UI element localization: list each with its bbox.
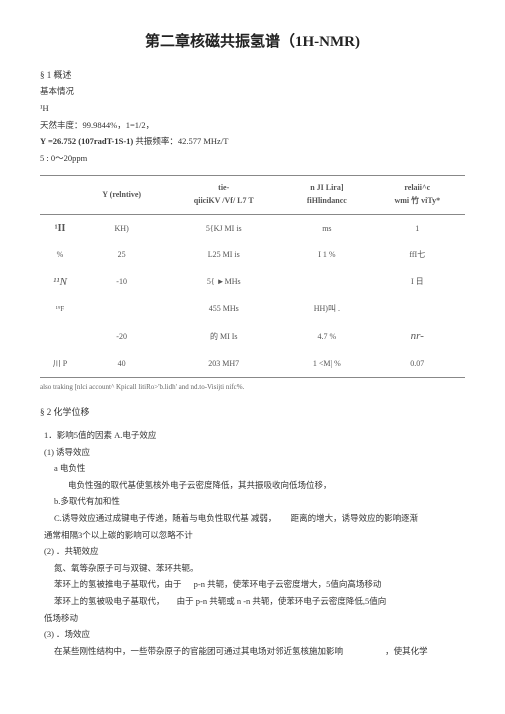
- item-k2: 在某些刚性结构中，一些带杂原子的官能团可通过其电场对邻近氢核施加影响 ，使其化学: [40, 645, 465, 659]
- cell: 4.7 %: [284, 322, 369, 352]
- item-j4b: 由于 p-n 共轭或 n -n 共轭，使苯环电子云密度降低,5值向: [177, 596, 387, 606]
- sec2-head: § 2 化学位移: [40, 405, 465, 419]
- item-j2: 氮、氧等杂原子可与双键、苯环共轭。: [40, 562, 465, 576]
- th3: n JI Lira] fiHlindancc: [284, 176, 369, 215]
- cell: L25 MI is: [163, 243, 284, 268]
- item-2: (1) 诱导效应: [40, 446, 465, 460]
- cell: [284, 268, 369, 298]
- page-title: 第二章核磁共振氢谱（1H-NMR): [40, 30, 465, 54]
- cell: [80, 297, 163, 322]
- item-5: b.多取代有加和性: [40, 495, 465, 509]
- isotope-table: Y (relntive) tie- qiiciKV /Vf/ L7 T n JI…: [40, 175, 465, 377]
- cell: nr-: [411, 330, 424, 342]
- th-blank: [40, 176, 80, 215]
- item-6a: C.诱导效应通过成键电子传递，随着与电负性取代基 减弱，: [54, 513, 276, 523]
- item-k1: (3) ．场效应: [40, 628, 465, 642]
- cell: 455 MHs: [163, 297, 284, 322]
- th2a: tie-: [167, 182, 280, 195]
- cell: ¹⁹F: [40, 297, 80, 322]
- cell: 25: [80, 243, 163, 268]
- item-k2b: ，使其化学: [385, 646, 428, 656]
- cell: HH)叫 .: [284, 297, 369, 322]
- item-j1: (2) ．共轭效应: [40, 545, 465, 559]
- th4a: relaii^c: [374, 182, 461, 195]
- cell: 5{ ►MHs: [163, 268, 284, 298]
- table-row: ¹II KH) 5{KJ MI is ms 1: [40, 214, 465, 243]
- sec1-line1: 天然丰度：99.9844%，1=1/2，: [40, 119, 465, 133]
- sec1-head: § 1 概述: [40, 68, 465, 82]
- item-7: 通常相隔3个以上碳的影响可以忽略不计: [40, 529, 465, 543]
- cell: ms: [284, 214, 369, 243]
- cell: ¹II: [55, 223, 66, 234]
- item-6: C.诱导效应通过成键电子传递，随着与电负性取代基 减弱， 距离的增大，诱导效应的…: [40, 512, 465, 526]
- sec1-sub1: 基本情况: [40, 85, 465, 99]
- item-j3a: 苯环上的氢被推电子基取代，由于: [54, 579, 182, 589]
- cell: 203 MH7: [163, 352, 284, 377]
- table-row: ¹⁹F 455 MHs HH)叫 .: [40, 297, 465, 322]
- table-row: % 25 L25 MI is I 1 % ffI七: [40, 243, 465, 268]
- th1: Y (relntive): [80, 176, 163, 215]
- cell: 川 P: [40, 352, 80, 377]
- item-j4a: 苯环上的氢被吸电子基取代，: [54, 596, 165, 606]
- cell: I 1 %: [284, 243, 369, 268]
- cell: I 日: [370, 268, 465, 298]
- cell: ¹¹N: [53, 276, 67, 288]
- cell: 0.07: [370, 352, 465, 377]
- cell: -20: [80, 322, 163, 352]
- cell: 1: [370, 214, 465, 243]
- item-3: a 电负性: [40, 462, 465, 476]
- item-j3b: p-n 共轭，使苯环电子云密度增大，5值向高场移动: [194, 579, 382, 589]
- table-row: ¹¹N -10 5{ ►MHs I 日: [40, 268, 465, 298]
- table-row: -20 的 MI Is 4.7 % nr-: [40, 322, 465, 352]
- cell: KH): [80, 214, 163, 243]
- cell: [40, 322, 80, 352]
- item-1: 1．影响5值的因素 A.电子效应: [40, 429, 465, 443]
- cell: %: [40, 243, 80, 268]
- item-j3: 苯环上的氢被推电子基取代，由于 p-n 共轭，使苯环电子云密度增大，5值向高场移…: [40, 578, 465, 592]
- sec1-line2b: 共振频率：42.577 MHz/T: [135, 136, 228, 146]
- cell: [370, 297, 465, 322]
- th2: tie- qiiciKV /Vf/ L7 T: [163, 176, 284, 215]
- item-j4: 苯环上的氢被吸电子基取代， 由于 p-n 共轭或 n -n 共轭，使苯环电子云密…: [40, 595, 465, 609]
- th3a: n JI Lira]: [288, 182, 365, 195]
- table-row: 川 P 40 203 MH7 1 <M| % 0.07: [40, 352, 465, 377]
- cell: 40: [80, 352, 163, 377]
- item-k2a: 在某些刚性结构中，一些带杂原子的官能团可通过其电场对邻近氢核施加影响: [54, 646, 343, 656]
- item-6b: 距离的增大，诱导效应的影响逐渐: [291, 513, 419, 523]
- cell: 的 MI Is: [163, 322, 284, 352]
- sec1-sub2: ¹H: [40, 102, 465, 116]
- item-j5: 低场移动: [40, 612, 465, 626]
- cell: -10: [80, 268, 163, 298]
- cell: 5{KJ MI is: [163, 214, 284, 243]
- th3b: fiHlindancc: [288, 195, 365, 208]
- item-4: 电负性强的取代基使氢核外电子云密度降低，其共振吸收向低场位移，: [40, 479, 465, 493]
- cell: ffI七: [370, 243, 465, 268]
- cell: 1 <M| %: [284, 352, 369, 377]
- sec1-line2: Y =26.752 (107radT-1S-1) 共振频率：42.577 MHz…: [40, 135, 465, 149]
- th2b: qiiciKV /Vf/ L7 T: [167, 195, 280, 208]
- sec1-line3: 5 : 0～20ppm: [40, 152, 465, 166]
- th4: relaii^c wmi 竹 viTy*: [370, 176, 465, 215]
- sec1-line2a: Y =26.752 (107radT-1S-1): [40, 136, 135, 146]
- table-footnote: also traking [nlci account^ Kpicall liti…: [40, 382, 465, 393]
- th4b: wmi 竹 viTy*: [374, 195, 461, 208]
